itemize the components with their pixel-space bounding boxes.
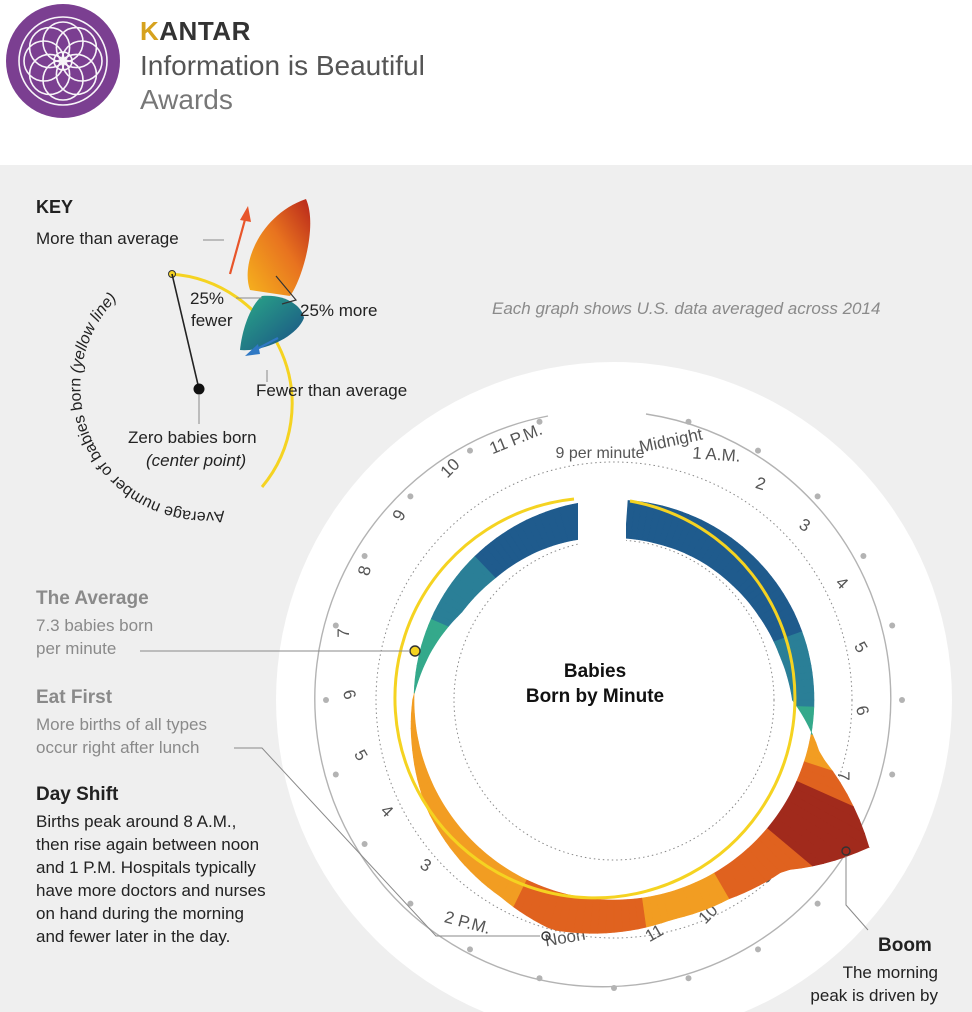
key-average-arc [169, 272, 294, 488]
average-body: 7.3 babies born per minute [36, 616, 154, 658]
key-down-arrowhead [245, 344, 260, 356]
boom-leader [845, 856, 869, 931]
award-rosette-logo [6, 4, 120, 118]
hour-tick [814, 493, 821, 500]
key-title: KEY [36, 197, 74, 217]
key-up-arrowhead [240, 206, 251, 222]
brand-line3: Awards [140, 84, 233, 115]
key-below-shape [240, 295, 304, 351]
hour-tick [536, 418, 543, 425]
hour-tick [536, 975, 543, 982]
data-wedge [410, 720, 417, 729]
hour-tick [467, 447, 473, 454]
key-center-dot [193, 383, 205, 395]
midnight-gap [578, 490, 626, 550]
hour-tick [685, 418, 692, 425]
hour-label: 7 [834, 771, 853, 780]
outer-hour-ring [314, 413, 892, 988]
ring-9-per-minute [375, 461, 853, 939]
average-line [393, 497, 797, 900]
hour-tick [860, 553, 867, 559]
hour-tick [332, 622, 339, 629]
hour-tick [814, 900, 821, 907]
key-above-shape [247, 199, 311, 296]
key-center-point: (center point) [146, 451, 247, 470]
hour-tick [323, 697, 329, 703]
key-more-than-average: More than average [36, 229, 179, 248]
average-marker [409, 645, 421, 657]
eat-first-leader [234, 747, 540, 937]
hour-tick [755, 447, 761, 454]
hour-tick [407, 493, 414, 500]
brand-line2: Information is Beautiful [140, 50, 425, 81]
chart-title: Babies Born by Minute [525, 661, 665, 707]
noon-marker [541, 931, 551, 941]
eat-first-title: Eat First [36, 687, 113, 708]
hour-label: 7 [334, 628, 353, 637]
data-wedge [613, 899, 623, 933]
data-wedge [410, 713, 416, 722]
boom-marker [841, 846, 851, 856]
hour-tick [889, 622, 896, 629]
day-shift-title: Day Shift [36, 784, 119, 805]
hour-tick [611, 985, 617, 991]
ring-6-per-minute [453, 539, 775, 861]
key-up-arrow-line [228, 215, 248, 275]
data-wedge [410, 727, 418, 737]
key-zero-babies: Zero babies born [128, 428, 257, 447]
hour-tick [332, 771, 339, 778]
data-wedge [411, 699, 415, 708]
hour-tick [755, 946, 761, 953]
key-25more-bracket [275, 275, 298, 305]
key-25pct-fewer-line2: fewer [191, 311, 233, 330]
average-title: The Average [36, 588, 149, 609]
ring-label-9: 9 per minute [556, 445, 645, 462]
eat-first-body: More births of all types occur right afte… [36, 715, 208, 757]
key-radius-line [171, 273, 200, 390]
data-wedge [410, 734, 419, 744]
hour-tick [361, 841, 368, 847]
header: KANTAR Information is Beautiful Awards [0, 0, 972, 165]
hour-tick [685, 975, 692, 982]
hour-tick [899, 697, 905, 703]
hour-label: 1 A.M. [692, 443, 741, 465]
key-25pct-fewer-line1: 25% [190, 289, 225, 308]
brand-kantar: KANTAR [140, 16, 251, 46]
boom-title: Boom [878, 935, 932, 956]
key-25pct-more: 25% more [300, 301, 378, 320]
data-wedge [410, 706, 415, 715]
hour-tick [407, 900, 414, 907]
hour-tick [361, 553, 368, 559]
boom-body: The morning peak is driven by [810, 963, 938, 1005]
data-note: Each graph shows U.S. data averaged acro… [492, 299, 881, 318]
hour-tick [467, 946, 473, 953]
key-down-arrow-line [254, 337, 279, 351]
day-shift-body: Births peak around 8 A.M., then rise aga… [36, 812, 266, 946]
hour-tick [889, 771, 896, 778]
key-fewer-than-average: Fewer than average [256, 381, 408, 400]
